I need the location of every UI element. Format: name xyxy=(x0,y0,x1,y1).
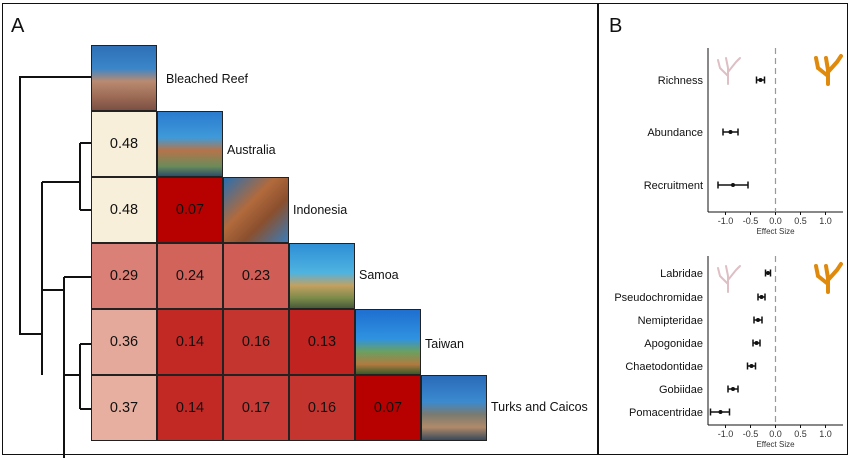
heatmap-cell: 0.13 xyxy=(289,309,355,375)
row-label: Recruitment xyxy=(644,180,703,192)
bleached-coral-icon xyxy=(717,265,741,293)
reef-photo-taiwan xyxy=(355,309,421,375)
row-label: Abundance xyxy=(647,127,703,139)
heatmap-cell: 0.36 xyxy=(91,309,157,375)
site-label-australia: Australia xyxy=(227,143,276,157)
reef-photo-indonesia xyxy=(223,177,289,243)
heatmap-cell: 0.14 xyxy=(157,309,223,375)
row-label: Labridae xyxy=(660,268,703,280)
x-tick-label: 0.5 xyxy=(794,216,807,226)
effect-point xyxy=(718,410,723,414)
site-label-taiwan: Taiwan xyxy=(425,337,464,351)
heatmap-cell: 0.29 xyxy=(91,243,157,309)
reef-photo-turks-and-caicos xyxy=(421,375,487,441)
effect-point xyxy=(759,295,764,299)
panel-a-letter: A xyxy=(11,15,25,37)
x-tick-label: -1.0 xyxy=(718,216,734,226)
effect-point xyxy=(731,183,735,187)
reef-photo-bleached-reef xyxy=(91,45,157,111)
row-label: Richness xyxy=(658,75,704,87)
heatmap-cell: 0.48 xyxy=(91,111,157,177)
reef-photo-samoa xyxy=(289,243,355,309)
heatmap-cell: 0.23 xyxy=(223,243,289,309)
effect-point xyxy=(758,78,763,82)
row-label: Pomacentridae xyxy=(629,407,703,419)
heatmap-cell: 0.14 xyxy=(157,375,223,441)
effect-point xyxy=(754,341,759,345)
heatmap-cell: 0.07 xyxy=(157,177,223,243)
heatmap-cell: 0.16 xyxy=(289,375,355,441)
x-tick-label: -0.5 xyxy=(743,429,759,439)
dendrogram-branch xyxy=(19,76,92,335)
x-axis-title: Effect Size xyxy=(756,227,795,236)
site-label-indonesia: Indonesia xyxy=(293,203,348,217)
bleached-coral-icon xyxy=(717,57,741,85)
dendrogram xyxy=(19,76,92,458)
site-label-samoa: Samoa xyxy=(359,268,399,282)
healthy-coral-icon xyxy=(814,54,843,86)
x-tick-label: 0.0 xyxy=(769,429,782,439)
panel-b: B xyxy=(598,3,848,455)
heatmap-cell: 0.48 xyxy=(91,177,157,243)
effect-point xyxy=(756,318,760,322)
panel-b-letter: B xyxy=(609,15,623,37)
effect-point xyxy=(749,364,754,368)
row-label: Gobiidae xyxy=(659,384,703,396)
healthy-coral-icon xyxy=(814,262,843,294)
effect-point xyxy=(766,271,770,275)
x-tick-label: 0.0 xyxy=(769,216,782,226)
row-label: Pseudochromidae xyxy=(614,292,703,304)
heatmap-cell: 0.17 xyxy=(223,375,289,441)
x-axis-title: Effect Size xyxy=(756,440,795,449)
row-label: Nemipteridae xyxy=(638,315,703,327)
site-label-turks-and-caicos: Turks and Caicos xyxy=(491,400,588,414)
effect-point xyxy=(731,387,735,391)
x-tick-label: 0.5 xyxy=(794,429,807,439)
heatmap-cell: 0.37 xyxy=(91,375,157,441)
x-tick-label: 1.0 xyxy=(819,216,832,226)
effect-point xyxy=(728,130,733,134)
heatmap-cell: 0.07 xyxy=(355,375,421,441)
heatmap-cell: 0.16 xyxy=(223,309,289,375)
reef-photo-australia xyxy=(157,111,223,177)
x-tick-label: 1.0 xyxy=(819,429,832,439)
x-tick-label: -1.0 xyxy=(718,429,734,439)
row-label: Apogonidae xyxy=(644,338,703,350)
x-tick-label: -0.5 xyxy=(743,216,759,226)
site-label-bleached-reef: Bleached Reef xyxy=(166,72,249,86)
row-label: Chaetodontidae xyxy=(625,361,703,373)
heatmap-cell: 0.24 xyxy=(157,243,223,309)
